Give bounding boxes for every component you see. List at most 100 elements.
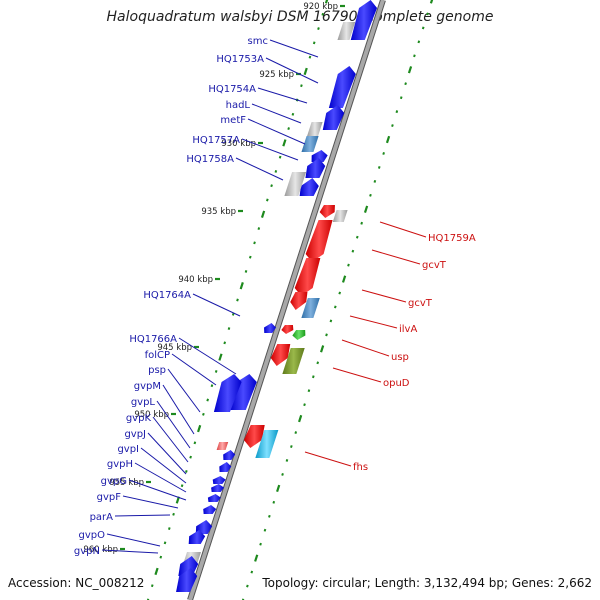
gene-feature[interactable] (211, 484, 225, 492)
gene-feature[interactable] (319, 205, 335, 218)
gene-label[interactable]: gvpM (134, 381, 161, 392)
label-leader (235, 157, 284, 181)
gene-label[interactable]: gvpN (74, 546, 100, 557)
gene-feature[interactable] (301, 136, 319, 152)
gene-feature[interactable] (243, 425, 265, 448)
gene-label[interactable]: HQ1759A (428, 233, 476, 244)
gene-feature[interactable] (219, 462, 232, 472)
label-leader (140, 447, 187, 484)
scale-tick (421, 26, 425, 30)
gene-feature[interactable] (213, 374, 242, 412)
gene-label[interactable]: HQ1753A (216, 54, 264, 65)
backbone (187, 0, 386, 600)
scale-tick (281, 472, 284, 476)
gene-label[interactable]: gvpF (97, 492, 122, 503)
gene-label[interactable]: fhs (353, 462, 368, 473)
scale-tick (163, 541, 167, 545)
scale-tick (298, 414, 303, 423)
scale-tick (341, 275, 347, 283)
gene-feature[interactable] (264, 323, 277, 333)
gene-label[interactable]: HQ1766A (129, 334, 177, 345)
gene-feature[interactable] (301, 298, 320, 318)
gene-label[interactable]: HQ1754A (208, 84, 256, 95)
gene-feature[interactable] (188, 530, 206, 544)
gene-label[interactable]: gcvT (422, 260, 447, 271)
label-leader (332, 367, 382, 383)
gene-feature[interactable] (284, 172, 307, 196)
gene-label[interactable]: smc (248, 36, 268, 47)
gene-label[interactable]: parA (90, 512, 114, 523)
scale-tick (202, 412, 205, 416)
gene-feature[interactable] (255, 430, 279, 458)
gene-label[interactable]: gcvT (408, 298, 433, 309)
gene-feature[interactable] (332, 210, 348, 222)
scale-tick (272, 500, 276, 504)
label-leader (147, 432, 187, 475)
gene-label[interactable]: metF (220, 115, 246, 126)
gene-feature[interactable] (290, 292, 308, 310)
gene-label[interactable]: hadL (226, 100, 251, 111)
gene-label[interactable]: gvpO (79, 530, 106, 541)
scale-tick (391, 124, 394, 128)
scale-tick (290, 445, 293, 448)
gene-feature[interactable] (307, 122, 323, 136)
gene-feature[interactable] (337, 22, 356, 40)
scale-tick (185, 469, 188, 473)
gene-feature[interactable] (282, 348, 305, 374)
scale-tick (214, 369, 218, 373)
gene-label[interactable]: gvpL (131, 397, 156, 408)
gene-label[interactable]: psp (148, 365, 166, 376)
scale-tick (429, 0, 434, 4)
scale-tick (347, 263, 350, 267)
gene-label[interactable]: HQ1758A (186, 154, 234, 165)
gene-feature[interactable] (178, 556, 199, 576)
label-leader (162, 384, 195, 435)
scale-tick (291, 112, 295, 116)
gene-feature[interactable] (322, 105, 345, 130)
gene-label[interactable]: folCP (145, 350, 170, 361)
gene-feature[interactable] (305, 158, 326, 178)
gene-label[interactable]: gvpI (117, 444, 139, 455)
scale-tick (167, 527, 171, 531)
gene-feature[interactable] (305, 220, 333, 262)
gene-feature[interactable] (229, 374, 257, 410)
gene-label[interactable]: usp (391, 352, 409, 363)
gene-feature[interactable] (350, 0, 378, 40)
gene-feature[interactable] (292, 330, 306, 340)
scale-tick (413, 54, 416, 58)
gene-label[interactable]: ilvA (399, 324, 417, 335)
gene-feature[interactable] (223, 450, 236, 460)
scale-tick (307, 389, 311, 393)
scale-tick (351, 249, 355, 253)
label-leader (241, 138, 299, 161)
gene-label[interactable]: gvpH (107, 459, 133, 470)
gene-feature[interactable] (176, 568, 198, 592)
scale-tick (172, 512, 175, 516)
gene-feature[interactable] (281, 325, 294, 334)
gene-feature[interactable] (212, 476, 226, 484)
gene-feature[interactable] (299, 178, 319, 196)
scale-tick (197, 424, 202, 433)
gene-feature[interactable] (207, 494, 221, 502)
scale-tick (263, 528, 267, 532)
gene-feature[interactable] (203, 505, 217, 514)
gene-label[interactable]: gvpK (126, 413, 152, 424)
gene-label[interactable]: HQ1764A (143, 290, 191, 301)
scale-tick (253, 241, 256, 245)
gene-label[interactable]: gvpG (101, 476, 127, 487)
scale-tick (159, 555, 163, 559)
gene-feature[interactable] (294, 258, 321, 296)
scale-tick (407, 66, 413, 74)
scale-tick (231, 312, 235, 316)
scale-label: 960 kbp (83, 545, 118, 555)
gene-label[interactable]: opuD (383, 378, 410, 389)
gene-label[interactable]: gvpJ (124, 429, 146, 440)
gene-feature[interactable] (328, 66, 356, 108)
gene-feature[interactable] (311, 150, 328, 162)
gene-feature[interactable] (216, 442, 229, 450)
scale-label: 950 kbp (134, 410, 169, 420)
scale-tick (241, 598, 245, 600)
gene-label[interactable]: HQ1757A (192, 135, 240, 146)
gene-feature[interactable] (195, 520, 213, 534)
gene-feature[interactable] (270, 344, 291, 366)
